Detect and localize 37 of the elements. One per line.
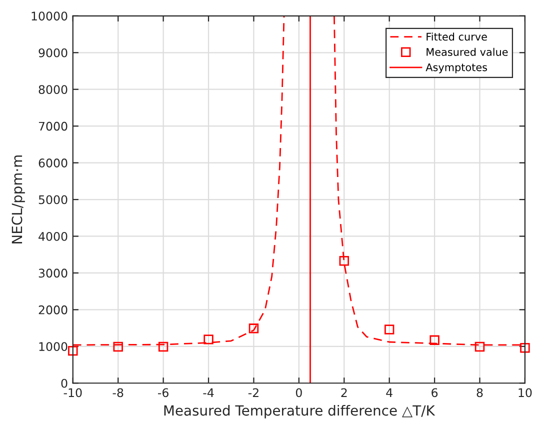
legend-label: Asymptotes (426, 63, 487, 74)
x-tick-label: -4 (203, 388, 214, 397)
point (113, 342, 123, 352)
point (158, 342, 168, 352)
y-tick-label: 8000 (38, 85, 68, 94)
y-tick-label: 9000 (38, 48, 68, 58)
x-tick-label: 8 (476, 388, 483, 398)
point (520, 343, 530, 353)
point (68, 346, 78, 356)
x-tick-label: 4 (386, 388, 392, 397)
point (339, 256, 349, 266)
x-tick-label: 2 (341, 388, 347, 397)
y-tick-label: 4000 (38, 232, 68, 241)
x-tick-label: -8 (112, 388, 124, 398)
y-tick-label: 3000 (38, 268, 68, 278)
y-tick-label: 1000 (39, 342, 68, 352)
x-axis-title: Measured Temperature difference △T/K (164, 404, 436, 418)
x-tick-label: -6 (158, 388, 168, 398)
x-tick-label: -2 (248, 388, 258, 397)
y-tick-label: 5000 (38, 195, 68, 204)
point (430, 335, 440, 346)
y-tick-label: 6000 (38, 158, 68, 168)
legend-label: Fitted curve (426, 32, 487, 41)
point (204, 334, 214, 344)
y-tick-label: 7000 (38, 122, 68, 131)
x-tick-label: 10 (518, 388, 532, 398)
legend-label: Measured value (426, 48, 508, 56)
x-tick-label: 0 (296, 388, 302, 398)
point (474, 342, 485, 352)
y-tick-label: 2000 (38, 305, 68, 314)
point (248, 324, 259, 334)
x-tick-label: 6 (432, 388, 438, 398)
y-axis-title: NECL/ppm·m (12, 156, 25, 244)
y-tick-label: 10000 (32, 12, 68, 21)
point (384, 324, 394, 334)
y-tick-label: 0 (61, 378, 68, 388)
x-tick-label: -10 (64, 388, 82, 398)
